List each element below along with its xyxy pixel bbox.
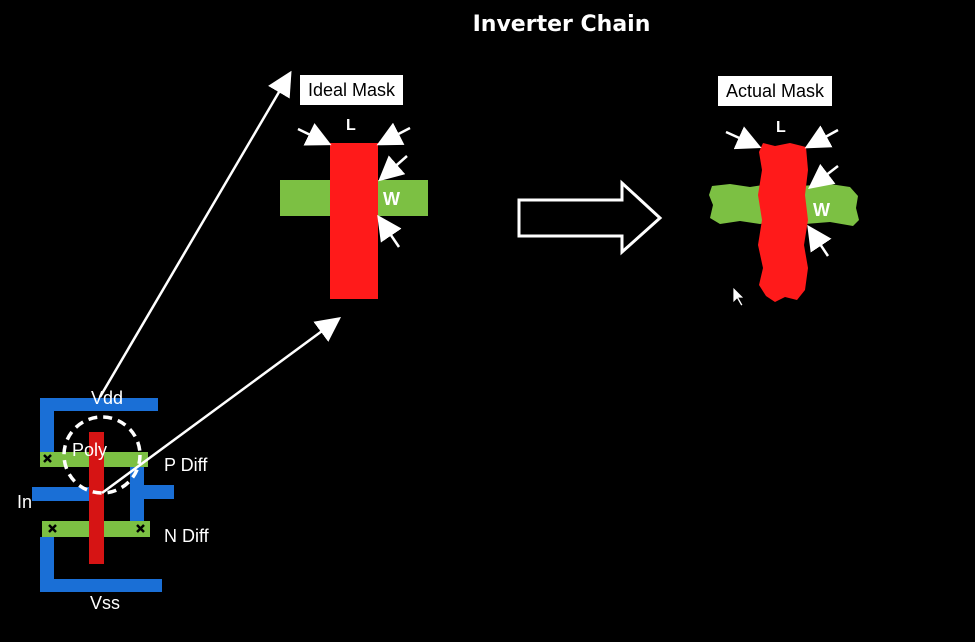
vdd-label: Vdd [91, 388, 124, 408]
ideal-poly [330, 143, 378, 299]
actual-w-arrow-bottom [807, 224, 832, 257]
n-diff-label: N Diff [164, 526, 209, 546]
actual-poly [758, 143, 808, 302]
ideal-length-label: L [346, 117, 356, 134]
slide-title: Inverter Chain [472, 12, 651, 37]
vdd-metal [40, 398, 158, 455]
vss-metal [40, 537, 162, 592]
poly-gate [89, 432, 104, 564]
zoom-arrow-ideal-bottom [101, 317, 342, 495]
zoom-circle [62, 415, 142, 495]
ideal-width-label: W [383, 189, 400, 209]
in-label: In [17, 492, 33, 512]
p-diff-label: P Diff [164, 455, 208, 475]
actual-width-label: W [813, 200, 830, 220]
ideal-l-arrow-left [297, 123, 332, 146]
ideal-w-arrow-bottom [377, 214, 402, 248]
actual-length-label: L [776, 119, 786, 136]
ideal-w-arrow-top [378, 155, 408, 182]
contact-icons [43, 454, 145, 533]
vss-label: Vss [90, 593, 121, 613]
mouse-cursor-icon [732, 286, 745, 307]
actual-l-arrow-right [804, 125, 839, 149]
output-metal [130, 452, 174, 530]
actual-mask-label: Actual Mask [718, 76, 833, 106]
actual-l-arrow-left [725, 126, 762, 150]
ideal-mask-label: Ideal Mask [300, 75, 404, 105]
actual-w-arrow-top [808, 163, 839, 190]
ideal-l-arrow-right [376, 122, 411, 146]
poly-label: Poly [72, 440, 108, 460]
zoom-arrow-ideal-top [98, 70, 292, 398]
input-metal [32, 487, 98, 501]
transform-arrow [517, 179, 663, 256]
